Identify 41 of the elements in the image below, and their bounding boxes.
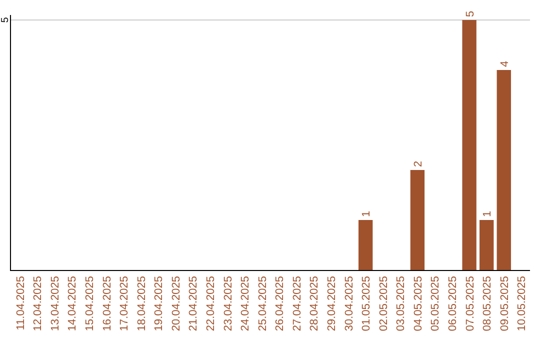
bar: [496, 70, 511, 270]
x-tick-label: 25.04.2025: [256, 276, 269, 332]
x-tick-label: 02.05.2025: [378, 276, 390, 332]
bar: [358, 220, 373, 270]
x-tick-label: 11.04.2025: [14, 276, 27, 330]
x-tick-label: 15.04.2025: [84, 276, 96, 332]
data-label: 1: [360, 210, 373, 217]
x-tick-label: 20.04.2025: [170, 276, 182, 332]
x-tick-label: 10.05.2025: [516, 276, 528, 332]
x-tick-label: 01.05.2025: [360, 276, 373, 332]
x-tick-label: 27.04.2025: [291, 276, 304, 332]
data-label: 5: [464, 10, 476, 17]
x-tick-label: 12.04.2025: [32, 276, 44, 332]
x-tick-label: 21.04.2025: [188, 276, 200, 332]
x-tick-label: 24.04.2025: [240, 276, 252, 332]
x-tick-label: 03.05.2025: [395, 276, 408, 332]
x-tick-label: 28.04.2025: [308, 276, 321, 332]
x-tick-label: 14.04.2025: [66, 276, 79, 332]
x-tick-label: 18.04.2025: [136, 276, 148, 332]
x-tick-label: 23.04.2025: [222, 276, 234, 332]
x-tick-label: 13.04.2025: [49, 276, 62, 332]
bar: [462, 20, 476, 270]
data-label: 4: [498, 60, 511, 67]
bar: [410, 170, 425, 270]
x-tick-label: 08.05.2025: [482, 276, 494, 332]
x-tick-label: 06.05.2025: [447, 276, 460, 332]
x-tick-label: 17.04.2025: [118, 276, 131, 332]
x-tick-label: 16.04.2025: [101, 276, 114, 332]
x-tick-label: 22.04.2025: [204, 276, 217, 332]
x-tick-label: 04.05.2025: [412, 276, 424, 332]
x-tick-label: 26.04.2025: [274, 276, 286, 332]
x-tick-label: 07.05.2025: [464, 276, 476, 332]
data-label: 1: [482, 210, 494, 217]
x-tick-label: 19.04.2025: [153, 276, 166, 332]
x-tick-label: 09.05.2025: [498, 276, 511, 332]
x-tick-label: 05.05.2025: [430, 276, 442, 332]
bar: [480, 220, 494, 270]
x-tick-label: 29.04.2025: [326, 276, 338, 332]
x-tick-label: 30.04.2025: [343, 276, 356, 332]
data-label: 2: [412, 160, 424, 167]
ref-line-label: 5: [0, 16, 11, 23]
